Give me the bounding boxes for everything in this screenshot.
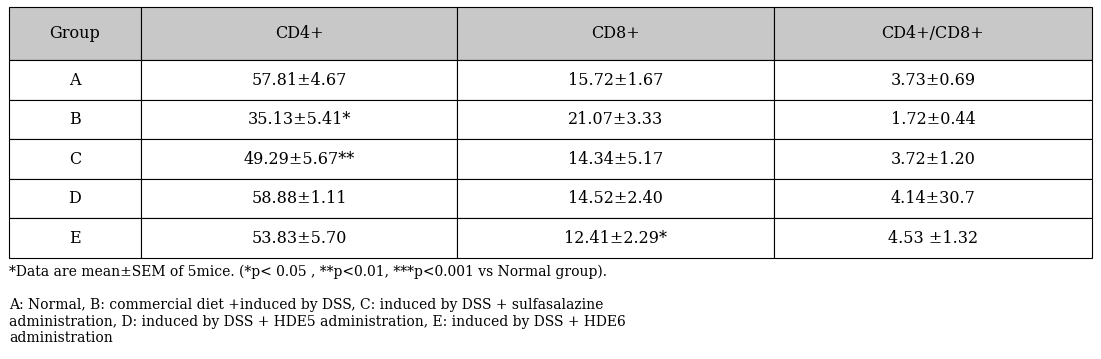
Bar (141, 7, 457, 60)
Text: D: D (68, 190, 81, 207)
Text: 12.41±2.29*: 12.41±2.29* (564, 229, 667, 247)
Text: E: E (69, 229, 80, 247)
Bar (9, 7, 141, 60)
Text: CD8+: CD8+ (591, 25, 640, 42)
Bar (457, 139, 774, 179)
Bar (774, 139, 1092, 179)
Bar (774, 218, 1092, 258)
Text: C: C (68, 150, 81, 168)
Text: 49.29±5.67**: 49.29±5.67** (243, 150, 355, 168)
Text: 21.07±3.33: 21.07±3.33 (568, 111, 663, 128)
Text: 4.53 ±1.32: 4.53 ±1.32 (887, 229, 978, 247)
Bar (141, 60, 457, 100)
Bar (457, 100, 774, 139)
Text: *Data are mean±SEM of 5mice. (*p< 0.05 , **p<0.01, ***p<0.001 vs Normal group).: *Data are mean±SEM of 5mice. (*p< 0.05 ,… (9, 264, 607, 279)
Bar (141, 179, 457, 218)
Bar (9, 139, 141, 179)
Text: A: A (69, 71, 80, 89)
Bar (9, 100, 141, 139)
Bar (141, 139, 457, 179)
Bar (457, 179, 774, 218)
Bar (774, 179, 1092, 218)
Bar (774, 60, 1092, 100)
Bar (141, 218, 457, 258)
Bar (774, 100, 1092, 139)
Text: 14.52±2.40: 14.52±2.40 (568, 190, 663, 207)
Text: 3.73±0.69: 3.73±0.69 (891, 71, 975, 89)
Text: CD4+: CD4+ (275, 25, 324, 42)
Text: 1.72±0.44: 1.72±0.44 (891, 111, 975, 128)
Text: 4.14±30.7: 4.14±30.7 (891, 190, 975, 207)
Text: 53.83±5.70: 53.83±5.70 (251, 229, 347, 247)
Text: 15.72±1.67: 15.72±1.67 (568, 71, 663, 89)
Text: CD4+/CD8+: CD4+/CD8+ (882, 25, 984, 42)
Text: 58.88±1.11: 58.88±1.11 (251, 190, 347, 207)
Bar (9, 60, 141, 100)
Text: A: Normal, B: commercial diet +induced by DSS, C: induced by DSS + sulfasalazine: A: Normal, B: commercial diet +induced b… (9, 298, 625, 345)
Text: 3.72±1.20: 3.72±1.20 (891, 150, 975, 168)
Text: 57.81±4.67: 57.81±4.67 (251, 71, 347, 89)
Text: Group: Group (50, 25, 100, 42)
Bar (457, 218, 774, 258)
Bar (9, 179, 141, 218)
Text: B: B (69, 111, 80, 128)
Bar (9, 218, 141, 258)
Text: 35.13±5.41*: 35.13±5.41* (248, 111, 351, 128)
Bar (457, 7, 774, 60)
Bar (457, 60, 774, 100)
Bar (774, 7, 1092, 60)
Text: 14.34±5.17: 14.34±5.17 (568, 150, 663, 168)
Bar (141, 100, 457, 139)
